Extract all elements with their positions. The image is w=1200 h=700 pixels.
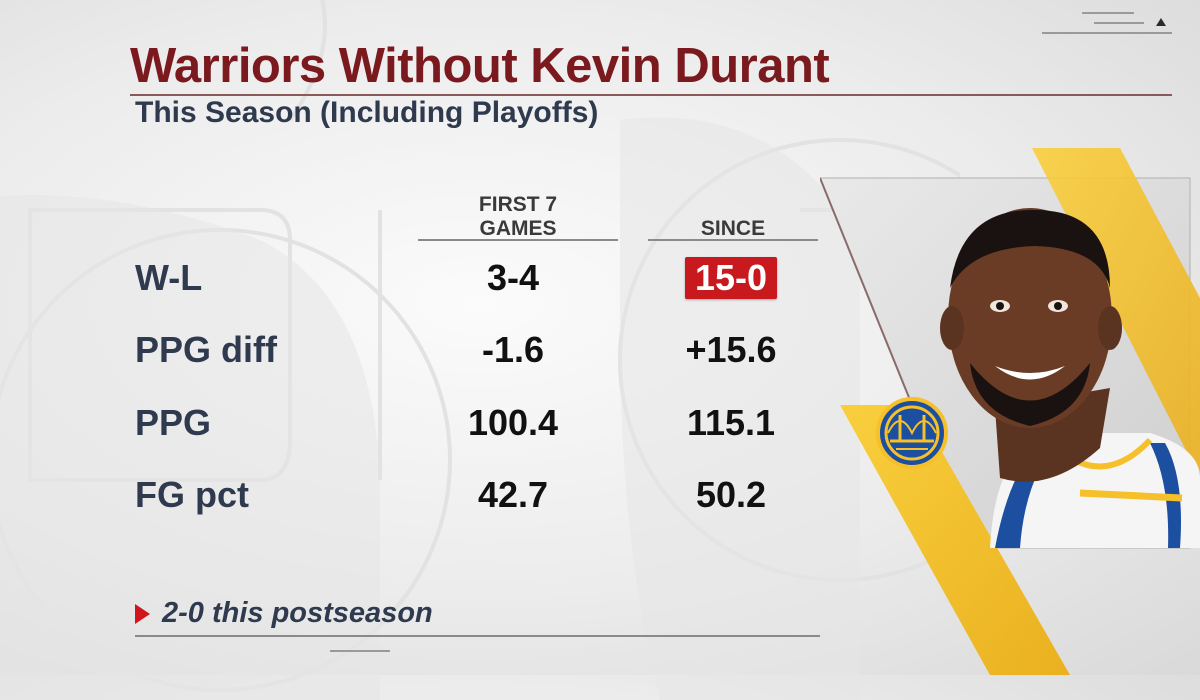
row-label-fg-pct: FG pct xyxy=(135,474,249,515)
title-divider xyxy=(130,94,1172,96)
cell-first7-ppg: 100.4 xyxy=(467,402,559,443)
cell-first7-ppg-diff: -1.6 xyxy=(481,329,545,370)
triangle-up-icon xyxy=(1156,18,1166,26)
footnote: 2-0 this postseason xyxy=(135,597,433,630)
column-header-since: SINCE xyxy=(700,217,766,240)
cell-since-ppg-diff: +15.6 xyxy=(685,329,777,370)
footnote-text: 2-0 this postseason xyxy=(162,597,433,629)
cell-since-w-l: 15-0 xyxy=(641,257,821,299)
column-header-divider xyxy=(648,239,818,241)
page-title: Warriors Without Kevin Durant xyxy=(130,39,830,93)
column-header-first-7-games: FIRST 7 GAMES xyxy=(478,193,558,240)
play-triangle-icon xyxy=(135,603,150,624)
highlight-badge: 15-0 xyxy=(684,257,778,299)
cell-first7-fg-pct: 42.7 xyxy=(477,474,549,515)
cell-since-ppg: 115.1 xyxy=(686,402,776,443)
header-decoration xyxy=(1042,10,1172,36)
cell-since-fg-pct: 50.2 xyxy=(695,474,767,515)
row-label-ppg-diff: PPG diff xyxy=(135,329,277,370)
row-label-ppg: PPG xyxy=(135,402,212,443)
column-header-divider xyxy=(418,239,618,241)
footer-decoration xyxy=(330,650,390,652)
cell-first7-w-l: 3-4 xyxy=(486,257,540,298)
page-subtitle: This Season (Including Playoffs) xyxy=(135,96,599,129)
player-panel xyxy=(820,148,1200,675)
player-headshot-icon xyxy=(940,208,1200,548)
golden-state-warriors-logo-icon xyxy=(876,397,948,469)
row-label-w-l: W-L xyxy=(135,257,203,298)
footnote-divider xyxy=(135,635,820,637)
